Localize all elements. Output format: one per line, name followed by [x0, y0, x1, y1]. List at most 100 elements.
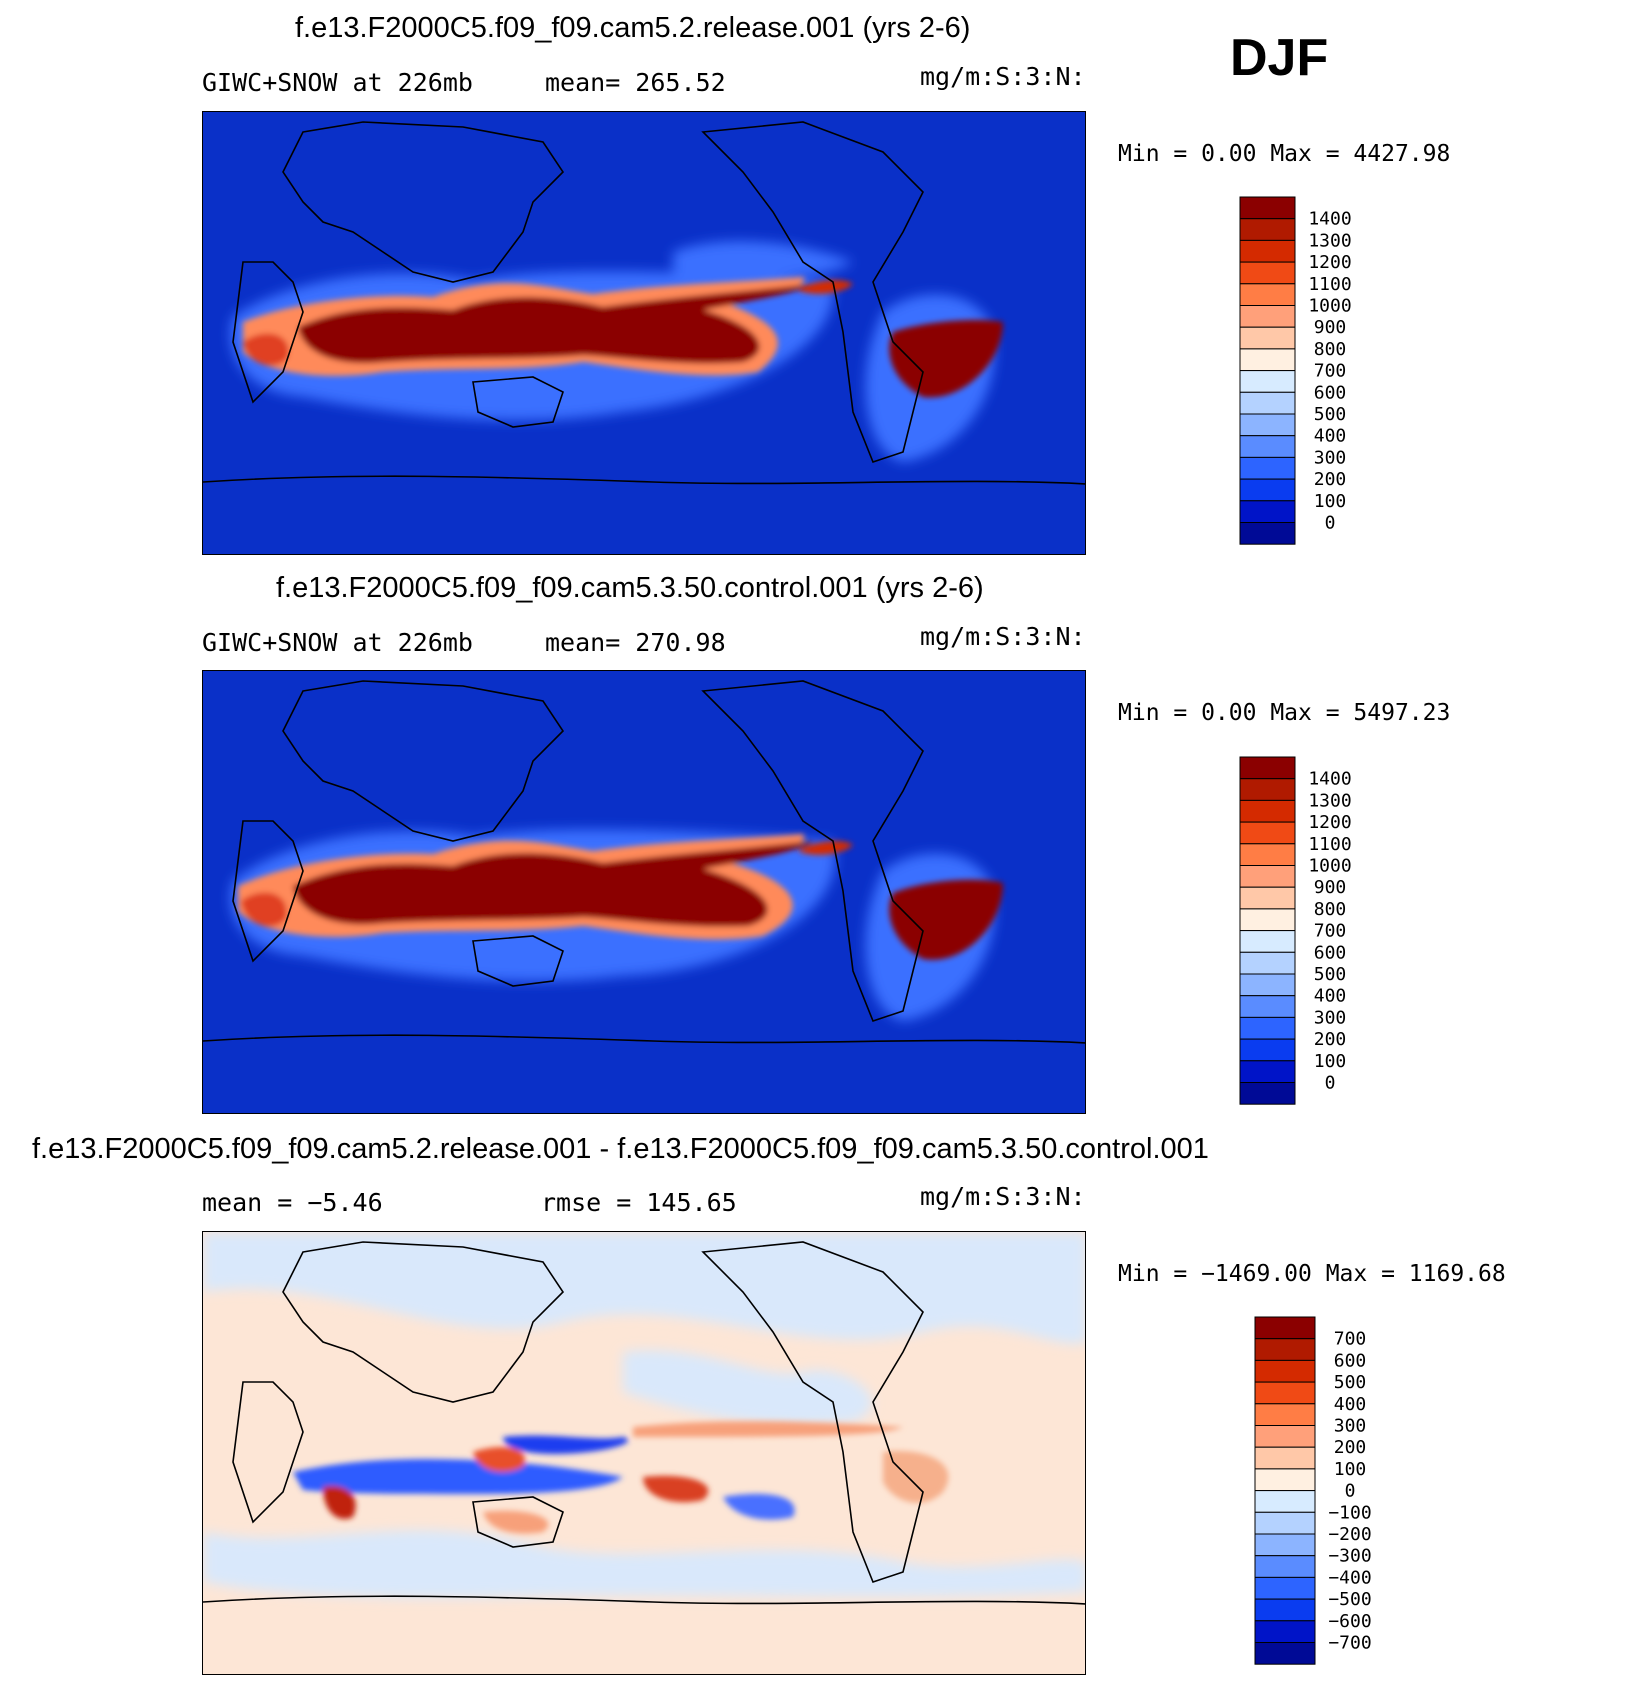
panel1-coastlines — [203, 121, 1085, 485]
panel1-colorbar-box — [1239, 435, 1296, 458]
panel1-colorbar-tick-label: 500 — [1314, 404, 1347, 425]
panel1-colorbar-tick-label: 200 — [1314, 469, 1347, 490]
panel3-colorbar-tick-label: 400 — [1334, 1394, 1367, 1415]
panel3-colorbar-tick-label: 200 — [1334, 1437, 1367, 1458]
panel3-colorbar-box — [1254, 1598, 1316, 1622]
panel1-colorbar-box — [1239, 218, 1296, 241]
panel3-minmax: Min = −1469.00 Max = 1169.68 — [1118, 1261, 1506, 1287]
panel2-colorbar-box — [1239, 821, 1296, 845]
panel1-colorbar-tick-label: 900 — [1314, 317, 1347, 338]
panel2-colorbar-box — [1239, 951, 1296, 975]
panel3-colorbar-box — [1254, 1425, 1316, 1448]
panel1-colorbar-box — [1239, 239, 1296, 263]
panel2-colorbar-tick-label: 1200 — [1308, 812, 1351, 833]
panel3-colorbar-box — [1254, 1381, 1316, 1405]
panel3-colorbar-box — [1254, 1620, 1316, 1643]
panel2-colorbar-tick-label: 700 — [1314, 921, 1347, 942]
panel2-colorbar-tick-label: 800 — [1314, 899, 1347, 920]
panel3-colorbar-tick-label: 500 — [1334, 1372, 1367, 1393]
panel3-field-anomalies — [293, 1421, 949, 1534]
panel3-colorbar-box — [1254, 1446, 1316, 1470]
panel2-colorbar-tick-label: 0 — [1325, 1073, 1336, 1094]
panel3-coastlines — [203, 1241, 1085, 1605]
panel1-colorbar-tick-label: 0 — [1325, 513, 1336, 534]
panel3-colorbar-tick-label: −100 — [1328, 1502, 1371, 1523]
panel2-colorbar-box — [1239, 995, 1296, 1018]
panel3-colorbar-box — [1254, 1468, 1316, 1492]
panel3-colorbar-box — [1254, 1642, 1316, 1665]
panel3-colorbar-box — [1254, 1338, 1316, 1361]
panel1-colorbar-tick-label: 800 — [1314, 339, 1347, 360]
panel3-mean-label: mean = −5.46 — [202, 1188, 383, 1217]
panel3-colorbar-box — [1254, 1403, 1316, 1427]
panel1-colorbar-tick-label: 400 — [1314, 426, 1347, 447]
panel2-minmax: Min = 0.00 Max = 5497.23 — [1118, 700, 1451, 726]
panel2-colorbar-tick-label: 900 — [1314, 877, 1347, 898]
panel2-colorbar-tick-label: 1100 — [1308, 834, 1351, 855]
panel2-colorbar-tick-label: 1000 — [1308, 856, 1351, 877]
panel1-colorbar-box — [1239, 370, 1296, 393]
panel2-colorbar-tick-label: 1300 — [1308, 790, 1351, 811]
panel1-colorbar-box — [1239, 348, 1296, 372]
panel1-colorbar-box — [1239, 326, 1296, 350]
panel1-colorbar-box — [1239, 413, 1296, 437]
panel3-colorbar-tick-label: −400 — [1328, 1567, 1371, 1588]
panel1-map — [202, 111, 1086, 555]
panel3-colorbar-box — [1254, 1316, 1316, 1340]
panel3-colorbar-tick-label: 0 — [1345, 1481, 1356, 1502]
panel2-colorbar-tick-label: 600 — [1314, 942, 1347, 963]
panel2-colorbar-box — [1239, 778, 1296, 801]
panel1-colorbar-box — [1239, 196, 1296, 220]
panel2-colorbar-box — [1239, 1082, 1296, 1105]
panel2-colorbar: 1400 1300 1200 1100 1000 900 800 700 600 500 400 30… — [1239, 756, 1440, 1107]
panel3-colorbar: 700 600 500 400 300 200 100 0 −100 −200 −300 −400 −5… — [1254, 1316, 1455, 1667]
panel2-title: f.e13.F2000C5.f09_f09.cam5.3.50.control.… — [276, 572, 984, 604]
panel3-map — [202, 1231, 1086, 1675]
panel3-colorbar-box — [1254, 1555, 1316, 1578]
panel1-colorbar-tick-label: 1100 — [1308, 274, 1351, 295]
panel3-colorbar-tick-label: −600 — [1328, 1611, 1371, 1632]
panel2-colorbar-tick-label: 500 — [1314, 964, 1347, 985]
panel2-colorbar-box — [1239, 1016, 1296, 1040]
panel1-colorbar-box — [1239, 500, 1296, 523]
panel2-colorbar-tick-label: 200 — [1314, 1029, 1347, 1050]
panel2-colorbar-box — [1239, 865, 1296, 888]
panel3-colorbar-box — [1254, 1576, 1316, 1600]
panel2-colorbar-svg: 1400130012001100100090080070060050040030… — [1239, 756, 1352, 1105]
panel3-colorbar-svg: 7006005004003002001000−100−200−300−400−5… — [1254, 1316, 1372, 1665]
panel3-colorbar-box — [1254, 1490, 1316, 1513]
panel3-colorbar-tick-label: 700 — [1334, 1329, 1367, 1350]
panel1-units-label: mg/m:S:3:N: — [920, 62, 1086, 91]
panel1-colorbar-tick-label: 1300 — [1308, 230, 1351, 251]
panel1-colorbar-tick-label: 600 — [1314, 382, 1347, 403]
panel2-colorbar-box — [1239, 1038, 1296, 1062]
panel1-colorbar-box — [1239, 391, 1296, 415]
panel3-colorbar-box — [1254, 1359, 1316, 1383]
panel1-minmax: Min = 0.00 Max = 4427.98 — [1118, 141, 1451, 167]
panel3-colorbar-box — [1254, 1533, 1316, 1557]
panel3-colorbar-tick-label: −500 — [1328, 1589, 1371, 1610]
panel2-colorbar-tick-label: 1400 — [1308, 769, 1351, 790]
panel2-coastlines — [203, 680, 1085, 1044]
panel1-colorbar-box — [1239, 456, 1296, 480]
panel2-colorbar-box — [1239, 843, 1296, 867]
panel3-colorbar-tick-label: 100 — [1334, 1459, 1367, 1480]
panel2-colorbar-tick-label: 100 — [1314, 1051, 1347, 1072]
panel1-colorbar-tick-label: 1400 — [1308, 209, 1351, 230]
panel1-mean-label: mean= 265.52 — [545, 68, 726, 97]
panel2-colorbar-box — [1239, 799, 1296, 823]
panel1-colorbar-tick-label: 100 — [1314, 491, 1347, 512]
panel3-field-light — [203, 1232, 1085, 1598]
panel1-colorbar-box — [1239, 283, 1296, 307]
panel3-map-svg — [203, 1232, 1085, 1674]
panel2-variable-label: GIWC+SNOW at 226mb — [202, 628, 473, 657]
panel2-colorbar-box — [1239, 973, 1296, 997]
panel1-title: f.e13.F2000C5.f09_f09.cam5.2.release.001… — [295, 12, 971, 44]
panel1-colorbar: 1400 1300 1200 1100 1000 900 800 700 600 500 400 30… — [1239, 196, 1440, 547]
panel1-colorbar-tick-label: 300 — [1314, 447, 1347, 468]
panel2-field-core — [238, 834, 1003, 960]
panel1-colorbar-tick-label: 700 — [1314, 361, 1347, 382]
panel2-units-label: mg/m:S:3:N: — [920, 622, 1086, 651]
panel2-colorbar-box — [1239, 930, 1296, 953]
panel2-colorbar-tick-label: 400 — [1314, 986, 1347, 1007]
